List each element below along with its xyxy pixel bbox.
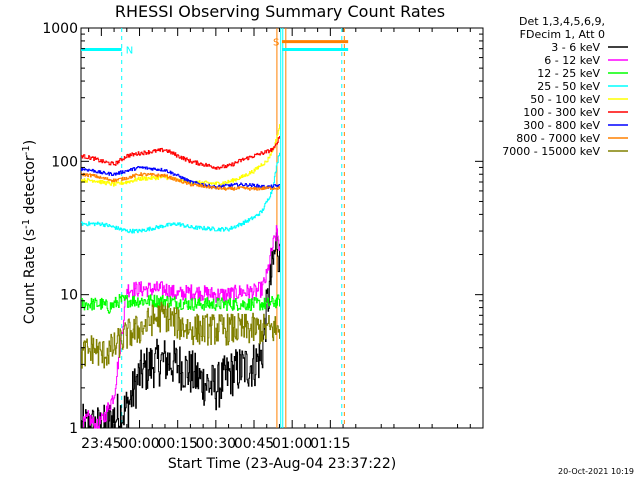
- y-axis-label-mid: detector: [22, 155, 38, 219]
- legend: Det 1,3,4,5,6,9, FDecim 1, Att 0 3 - 6 k…: [502, 15, 628, 158]
- y-axis-label-sup-2: -1: [21, 145, 32, 155]
- x-tick-label-00-30: 00:30: [196, 436, 236, 452]
- state-bar-label-n: N: [126, 45, 133, 56]
- series-100-300-kev-line: [81, 136, 280, 170]
- x-tick-label-00-00: 00:00: [119, 436, 159, 452]
- legend-item-100-300-kev-label: 100 - 300 keV: [523, 106, 600, 119]
- x-tick-label-23-45: 23:45: [81, 436, 121, 452]
- state-bar-label-s: S: [273, 38, 279, 49]
- y-tick-label-100: 100: [51, 154, 78, 170]
- y-tick-label-10: 10: [60, 288, 78, 304]
- legend-header-line-1: Det 1,3,4,5,6,9,: [519, 15, 605, 28]
- x-tick-label-01-15: 01:15: [310, 436, 350, 452]
- y-tick-label-1000: 1000: [42, 21, 78, 37]
- y-axis-label-end: ): [22, 140, 38, 145]
- y-axis-label-sup-1: -1: [21, 219, 32, 229]
- plot-area: NS: [80, 27, 484, 429]
- y-axis-label: Count Rate (s-1 detector-1): [21, 140, 38, 324]
- legend-item-7000-15000-kev-label: 7000 - 15000 keV: [502, 145, 600, 158]
- y-axis-label-main: Count Rate (s: [22, 229, 38, 324]
- legend-item-50-100-kev-label: 50 - 100 keV: [530, 93, 600, 106]
- legend-item-12-25-kev-label: 12 - 25 keV: [537, 67, 600, 80]
- y-tick-label-1: 1: [69, 421, 78, 437]
- series-800-7000-kev-line: [81, 172, 280, 191]
- legend-item-300-800-kev-label: 300 - 800 keV: [523, 119, 600, 132]
- series-7000-15000-kev-line: [81, 301, 280, 369]
- legend-header-line-2: FDecim 1, Att 0: [520, 28, 605, 41]
- series-3-6-kev-line: [81, 232, 280, 429]
- legend-item-25-50-kev-label: 25 - 50 keV: [537, 80, 600, 93]
- plot-frame: [80, 27, 484, 429]
- y-axis: 1 10 100 1000: [42, 21, 483, 437]
- x-tick-label-00-45: 00:45: [234, 436, 274, 452]
- state-bars: NS: [81, 38, 349, 56]
- series-25-50-kev-line: [81, 152, 280, 234]
- series-12-25-kev-line: [81, 294, 280, 314]
- legend-item-3-6-kev-label: 3 - 6 keV: [551, 41, 600, 54]
- legend-item-6-12-kev-label: 6 - 12 keV: [544, 54, 600, 67]
- legend-item-800-7000-kev-label: 800 - 7000 keV: [516, 132, 600, 145]
- series-layer: [81, 124, 280, 429]
- x-axis-label: Start Time (23-Aug-04 23:37:22): [168, 456, 396, 472]
- x-tick-label-00-15: 00:15: [158, 436, 198, 452]
- chart-title: RHESSI Observing Summary Count Rates: [115, 2, 445, 21]
- series-6-12-kev-line: [81, 225, 280, 429]
- series-300-800-kev-line: [81, 166, 280, 190]
- series-50-100-kev-line: [81, 124, 280, 187]
- footer-timestamp: 20-Oct-2021 10:19: [558, 467, 634, 476]
- x-tick-label-01-00: 01:00: [272, 436, 312, 452]
